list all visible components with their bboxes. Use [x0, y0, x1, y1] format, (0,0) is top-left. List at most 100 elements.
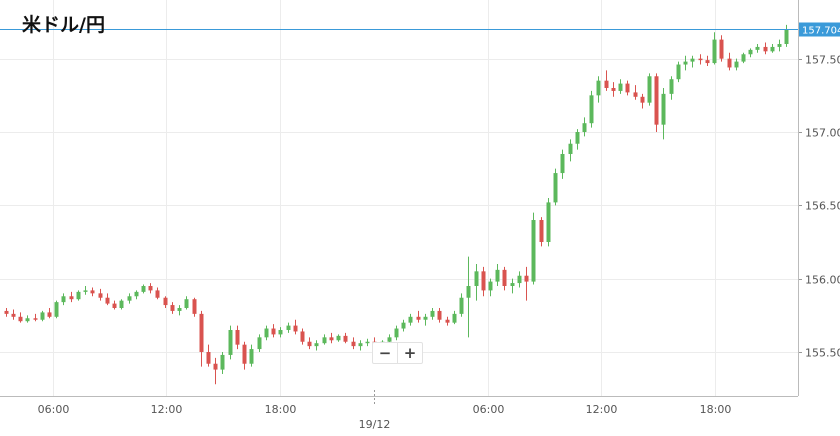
candle [582, 117, 587, 137]
candle [560, 149, 565, 179]
x-tick-label: 18:00 [265, 403, 297, 416]
candle [220, 352, 225, 374]
candle-body [286, 325, 291, 330]
candle-body [546, 202, 551, 242]
candle-series [4, 24, 789, 385]
candle-body [148, 286, 153, 291]
candle-body [11, 313, 16, 317]
candle [271, 324, 276, 338]
candle [314, 340, 319, 351]
candle [452, 310, 457, 325]
candle [40, 310, 45, 322]
candle-body [40, 312, 45, 320]
y-tick-label: 157.000 [805, 127, 840, 140]
candle-body [640, 96, 645, 103]
candle [445, 316, 450, 326]
candle [669, 76, 674, 100]
x-tick-label: 06:00 [38, 403, 70, 416]
candle-body [611, 88, 616, 91]
candle [257, 334, 262, 352]
x-tick-label: 12:00 [586, 403, 618, 416]
candle-body [784, 29, 789, 44]
candle [408, 313, 413, 326]
candle [466, 256, 471, 338]
candle [495, 264, 500, 286]
candle [141, 284, 146, 294]
candle [727, 52, 732, 71]
zoom-out-button[interactable]: − [378, 344, 392, 362]
candle-body [112, 303, 117, 308]
candle-body [741, 54, 746, 62]
chart-grid [0, 0, 798, 396]
candle [423, 313, 428, 326]
candle-body [206, 352, 211, 364]
candle [784, 24, 789, 47]
candle-body [712, 39, 717, 64]
candle-body [445, 319, 450, 323]
candle [524, 266, 529, 301]
candle [33, 313, 38, 322]
candle-body [177, 308, 182, 311]
x-tick-label: 19/12 [359, 418, 391, 431]
candle-body [459, 297, 464, 314]
candle-body [76, 291, 81, 300]
candle [676, 61, 681, 83]
candle-body [61, 296, 66, 303]
zoom-in-button[interactable]: + [397, 343, 422, 363]
candle [698, 54, 703, 65]
candle-body [358, 343, 363, 347]
candle-body [705, 60, 710, 64]
candle [11, 309, 16, 320]
candle-body [213, 363, 218, 370]
candle-body [170, 305, 175, 311]
candle [69, 291, 74, 303]
candle-body [633, 92, 638, 97]
candle-body [249, 349, 254, 364]
candle-body [625, 83, 630, 93]
candle-body [343, 335, 348, 342]
candle-body [698, 58, 703, 61]
candle [293, 319, 298, 335]
candle-body [220, 354, 225, 370]
candle [546, 198, 551, 247]
candle [604, 70, 609, 91]
candle-body [568, 143, 573, 154]
candle-body [560, 154, 565, 174]
candle [134, 290, 139, 300]
candle-body [481, 271, 486, 291]
candle [242, 341, 247, 370]
candle-body [300, 331, 305, 342]
candle [163, 296, 168, 308]
candle [119, 299, 124, 310]
candle [690, 55, 695, 68]
candle-body [575, 132, 580, 144]
candle-body [54, 302, 59, 317]
candle-body [47, 312, 52, 317]
candle [307, 337, 312, 350]
candle-body [257, 337, 262, 350]
candle [777, 39, 782, 52]
candle-body [582, 123, 587, 132]
candle-body [387, 337, 392, 342]
candle [712, 32, 717, 65]
candle-body [654, 76, 659, 125]
candle [343, 332, 348, 344]
candle [618, 79, 623, 94]
candle [286, 322, 291, 333]
candle [654, 73, 659, 132]
candle [329, 332, 334, 344]
candle-body [589, 95, 594, 124]
candle-body [777, 44, 782, 47]
candle [61, 293, 66, 306]
candle [416, 310, 421, 323]
candle-body [690, 58, 695, 62]
candle-body [90, 290, 95, 294]
candle-body [235, 330, 240, 345]
candle-body [748, 49, 753, 55]
candle-body [18, 316, 23, 322]
candle [568, 139, 573, 162]
candle-body [307, 341, 312, 347]
candle-body [683, 61, 688, 65]
candle-body [676, 64, 681, 80]
candle [351, 337, 356, 350]
